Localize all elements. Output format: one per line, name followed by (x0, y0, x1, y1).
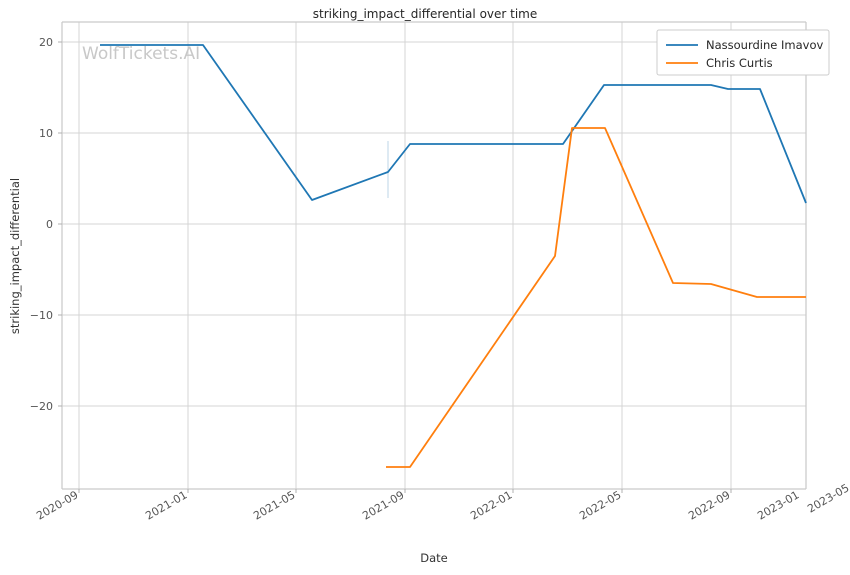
y-axis-title: striking_impact_differential (8, 178, 22, 334)
x-axis-title: Date (420, 551, 448, 565)
y-tick-label: 20 (39, 36, 53, 49)
chart-title: striking_impact_differential over time (312, 7, 538, 21)
y-tick-label: 10 (39, 127, 53, 140)
legend-label-nassourdine-imavov: Nassourdine Imavov (706, 38, 823, 52)
chart-legend[interactable]: Nassourdine Imavov Chris Curtis (656, 29, 830, 76)
legend-box (656, 29, 830, 76)
legend-label-chris-curtis: Chris Curtis (706, 56, 773, 70)
x-tick-label: 2022-05 (577, 488, 623, 522)
watermark-label: WolfTickets.AI (82, 44, 200, 64)
series-line-chris-curtis (386, 127, 806, 468)
x-tick-label: 2021-05 (251, 488, 297, 522)
x-tick-label: 2020-09 (34, 488, 80, 522)
x-axis-tick-marks (78, 489, 732, 493)
y-tick-label: 0 (46, 218, 53, 231)
x-tick-label: 2021-09 (360, 488, 406, 522)
plot-background (62, 22, 806, 489)
x-tick-label: 2022-01 (468, 488, 514, 522)
series-line-nassourdine-imavov (100, 44, 807, 204)
x-tick-label: 2023-05 (805, 481, 850, 515)
plot-border (61, 21, 807, 490)
y-tick-label: −20 (30, 400, 53, 413)
x-tick-label: 2021-01 (143, 488, 189, 522)
y-tick-label: −10 (30, 309, 53, 322)
x-tick-label: 2023-01 (755, 488, 801, 522)
vertical-gridlines (78, 22, 732, 489)
y-axis-tick-labels: 20 10 0 −10 −20 (30, 36, 53, 413)
x-tick-label: 2022-09 (686, 488, 732, 522)
y-axis-tick-marks (58, 41, 62, 407)
